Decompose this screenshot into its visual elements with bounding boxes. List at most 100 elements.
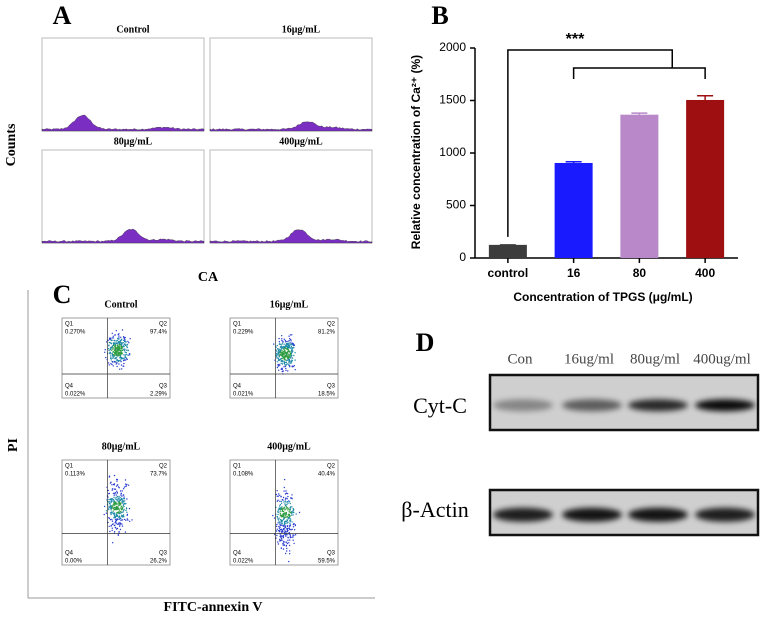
scatter-dot [116,365,118,368]
scatter-dot [285,492,288,494]
scatter-dot [120,364,123,366]
scatter-dot [113,508,115,510]
scatter-dot [110,355,112,357]
scatter-dot [120,497,123,500]
scatter-dot [113,343,115,346]
scatter-dot [113,500,116,502]
scatter-dot [122,516,124,518]
quadrant-name: Q1 [65,464,74,470]
scatter-dot [118,338,120,340]
scatter-dot [289,539,291,541]
scatter-dot [121,507,123,509]
scatter-dot [292,534,294,536]
scatter-dot [112,351,114,353]
lane-label: Con [507,351,533,367]
scatter-dot [122,514,125,516]
scatter-dot [118,500,120,502]
scatter-dot [283,521,286,523]
scatter-dot [114,343,116,345]
scatter-dot [123,354,125,356]
scatter-dot [114,488,117,490]
scatter-dot [123,508,125,511]
scatter-dot [279,349,282,351]
scatter-dot [108,500,110,503]
scatter-dot [291,512,293,514]
scatter-dot [288,544,291,547]
scatter-dot [112,523,114,525]
y-axis-label: PI [6,438,21,452]
scatter-dot [123,505,125,508]
scatter-dot [278,527,281,529]
scatter-dot [294,359,296,361]
y-tick-label: 500 [446,198,466,212]
scatter-dot [278,369,280,371]
scatter-dot [288,560,290,563]
scatter-dot [277,357,279,359]
scatter-dot [116,499,119,501]
scatter-dot [279,364,281,366]
scatter-dot [290,362,293,364]
scatter-dot [110,349,113,351]
scatter-dot [281,338,283,340]
quadrant-value: 81.2% [318,330,336,336]
scatter-dot [118,495,120,498]
scatter-dot [115,502,117,504]
scatter-dot [118,335,120,337]
scatter-dot [275,493,278,496]
scatter-dot [290,339,292,341]
histogram-shape [41,228,205,244]
scatter-dot [285,352,287,355]
scatter-dot [120,507,122,509]
scatter-dot [287,349,289,351]
blot-band [695,507,755,522]
scatter-dot [288,517,290,519]
scatter-dot [294,534,297,536]
scatter-dot [285,531,287,533]
scatter-dot [289,506,292,508]
scatter-dot [277,493,280,495]
scatter-dot [115,494,117,496]
scatter-dot [113,348,116,350]
scatter-dot [279,354,281,357]
scatter-dot [103,513,105,516]
scatter-dot [115,330,118,332]
scatter-dot [121,357,123,359]
scatter-dot [294,352,296,354]
quadrant-value: 0.022% [233,559,254,565]
scatter-dot [289,528,291,531]
scatter-dot [288,500,290,502]
scatter-dot [279,343,281,345]
scatter-dot [276,528,278,530]
scatter-dot [285,501,287,503]
scatter-dot [111,354,114,356]
scatter-dot [123,348,125,351]
scatter-dot [284,523,286,525]
quadrant-name: Q1 [65,322,74,328]
scatter-dot [277,522,279,524]
scatter-dot [123,498,126,500]
scatter-dot [114,516,117,519]
quadrant-name: Q3 [159,551,168,557]
scatter-dot [111,352,113,355]
scatter-dot [112,335,114,337]
scatter-dot [114,342,116,344]
scatter-dot [111,339,113,341]
scatter-dot [114,354,116,357]
scatter-dot [291,347,293,349]
scatter-dot [116,484,119,486]
scatter-dot [280,524,282,526]
scatter-dot [114,524,116,526]
scatter-dot [109,349,111,351]
scatter-dot [281,539,283,541]
scatter-dot [285,344,287,346]
scatter-dot [126,346,128,349]
scatter-dot [124,348,126,350]
scatter-dot [119,524,121,526]
scatter-dot [293,346,295,349]
scatter-dot [119,496,121,499]
scatter-dot [289,502,291,505]
scatter-dot [284,541,286,543]
scatter-dot [282,540,285,543]
scatter-dot [290,519,292,521]
scatter-dot [109,338,111,341]
